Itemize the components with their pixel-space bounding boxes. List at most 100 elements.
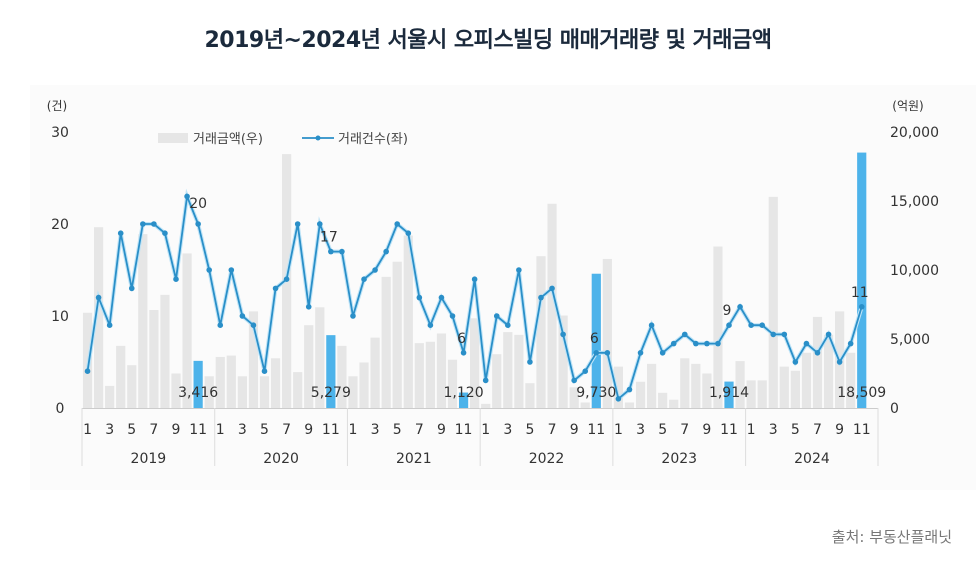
month-tick: 1 xyxy=(481,422,490,438)
month-tick: 11 xyxy=(455,422,473,438)
month-tick: 5 xyxy=(127,422,136,438)
line-point xyxy=(836,359,843,365)
line-point xyxy=(128,285,135,292)
bar xyxy=(481,403,491,408)
month-tick: 7 xyxy=(149,422,158,438)
month-tick: 5 xyxy=(260,422,269,438)
line-point xyxy=(250,322,257,329)
count-data-label: 9 xyxy=(723,303,732,319)
left-axis-tick: 10 xyxy=(51,309,69,325)
month-tick: 5 xyxy=(393,422,402,438)
month-tick: 5 xyxy=(658,422,667,438)
month-tick: 7 xyxy=(813,422,822,438)
bar xyxy=(270,358,281,408)
month-tick: 11 xyxy=(853,422,871,438)
bar xyxy=(823,334,834,408)
bar xyxy=(492,354,502,408)
bar xyxy=(635,381,646,408)
amount-data-label: 9,730 xyxy=(576,385,616,401)
bar xyxy=(536,256,546,408)
bar xyxy=(93,227,104,408)
count-data-label: 6 xyxy=(590,331,599,347)
bar xyxy=(392,261,402,408)
line-point xyxy=(106,322,113,329)
line-point xyxy=(648,322,655,329)
bar xyxy=(105,385,115,408)
line-point xyxy=(372,267,378,273)
line-point xyxy=(549,285,555,292)
line-point xyxy=(704,340,710,347)
left-axis-tick: 0 xyxy=(56,401,65,417)
month-tick: 11 xyxy=(587,422,605,438)
month-tick: 1 xyxy=(216,422,225,438)
line-point xyxy=(693,340,699,347)
line-point xyxy=(394,221,401,227)
line-point xyxy=(350,313,356,319)
bar xyxy=(425,341,435,408)
line-point xyxy=(283,276,290,283)
line-point xyxy=(604,350,611,356)
chart-title: 2019년~2024년 서울시 오피스빌딩 매매거래량 및 거래금액 xyxy=(204,28,773,53)
bar xyxy=(293,372,303,408)
bar xyxy=(226,355,236,408)
count-data-label: 17 xyxy=(320,230,338,246)
bar xyxy=(558,315,568,408)
bar xyxy=(746,380,756,408)
line-point xyxy=(582,368,589,375)
line-point xyxy=(571,377,577,384)
month-tick: 9 xyxy=(437,422,446,438)
month-tick: 7 xyxy=(680,422,689,438)
line-point xyxy=(471,276,478,283)
bar-highlight xyxy=(857,152,867,408)
line-point xyxy=(847,340,854,347)
left-axis-unit: (건) xyxy=(47,99,67,113)
bar-highlight xyxy=(193,360,203,408)
count-data-label: 20 xyxy=(189,196,207,212)
line-point xyxy=(493,313,500,319)
month-tick: 3 xyxy=(371,422,380,438)
line-point xyxy=(803,340,810,347)
line-point xyxy=(272,285,279,292)
amount-data-label: 18,509 xyxy=(837,385,886,401)
year-label: 2020 xyxy=(263,451,299,467)
bar xyxy=(304,325,314,408)
month-tick: 9 xyxy=(702,422,711,438)
year-label: 2019 xyxy=(131,451,167,467)
bar xyxy=(624,402,635,408)
year-label: 2021 xyxy=(396,451,432,467)
bar xyxy=(259,376,270,408)
month-tick: 3 xyxy=(769,422,778,438)
bar xyxy=(768,196,778,408)
line-point xyxy=(770,331,777,338)
bar xyxy=(790,370,800,408)
bar xyxy=(846,352,856,408)
bar xyxy=(646,363,657,408)
line-point xyxy=(405,230,412,236)
bar xyxy=(713,246,723,408)
line-point xyxy=(460,350,467,356)
bar xyxy=(116,345,126,408)
line-point xyxy=(825,331,832,338)
month-tick: 9 xyxy=(304,422,313,438)
right-axis-unit: (억원) xyxy=(892,99,923,113)
bar xyxy=(569,387,579,408)
line-point xyxy=(427,322,434,329)
bar xyxy=(801,352,812,408)
count-data-label: 6 xyxy=(457,331,466,347)
bar xyxy=(602,258,612,408)
line-point xyxy=(228,267,235,273)
bar xyxy=(757,380,767,408)
line-point xyxy=(173,276,179,283)
bar-highlight xyxy=(458,392,469,408)
line-point xyxy=(361,276,367,283)
line-point xyxy=(858,304,865,310)
legend-bar-label: 거래금액(우) xyxy=(193,132,263,147)
right-axis-tick: 20,000 xyxy=(890,125,939,141)
bar xyxy=(525,383,535,408)
month-tick: 5 xyxy=(791,422,800,438)
bar xyxy=(658,392,668,408)
bar xyxy=(470,318,480,408)
line-point xyxy=(184,193,190,200)
bar-highlight xyxy=(326,335,336,408)
